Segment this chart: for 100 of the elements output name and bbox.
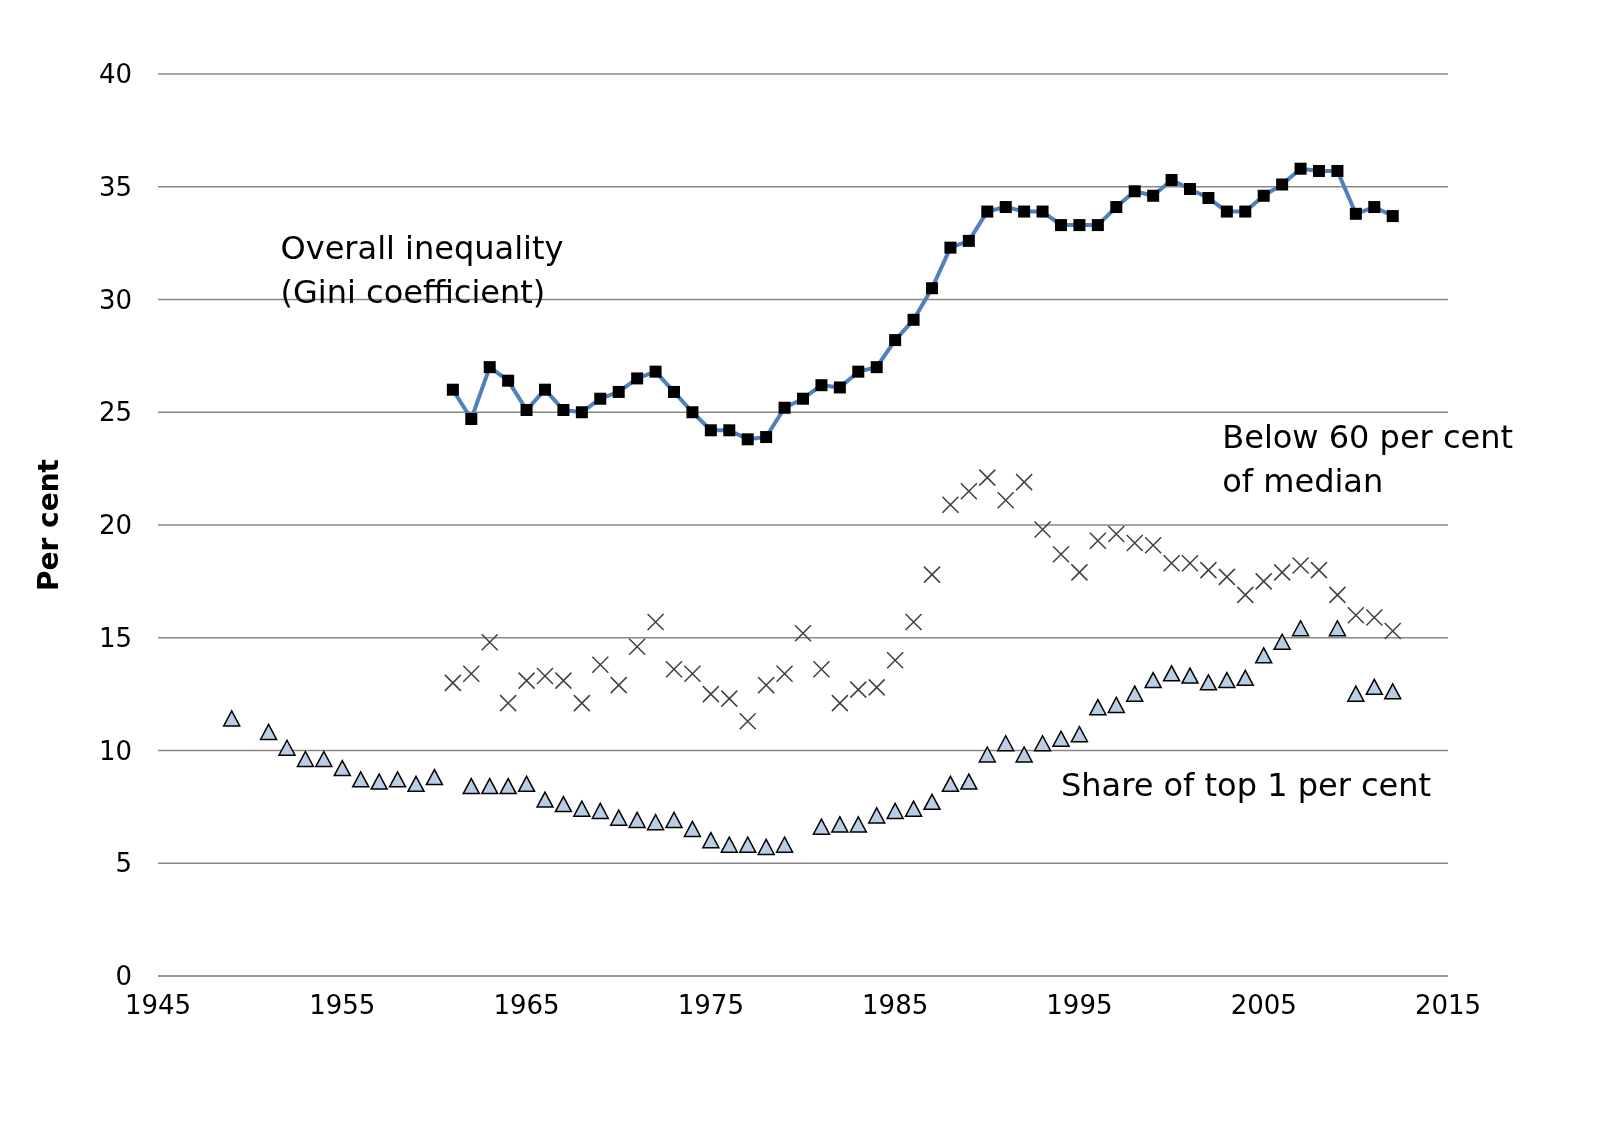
point <box>1273 563 1291 582</box>
point <box>628 811 646 829</box>
point <box>978 468 997 487</box>
x-tick-label: 1985 <box>862 990 929 1021</box>
y-tick-label: 30 <box>98 284 132 315</box>
point <box>941 775 960 793</box>
point <box>1328 586 1347 604</box>
point <box>1033 734 1052 752</box>
point <box>904 800 923 817</box>
point <box>996 491 1015 509</box>
point <box>1089 532 1107 550</box>
point <box>886 651 904 670</box>
y-tick-label: 15 <box>98 622 132 653</box>
point <box>278 739 296 756</box>
point <box>646 613 665 631</box>
point <box>517 775 536 793</box>
point <box>812 818 831 835</box>
point <box>609 809 628 826</box>
text: Overall inequality (Gini coefficient) <box>280 228 564 311</box>
point <box>1015 746 1033 763</box>
point <box>867 807 886 824</box>
point <box>609 676 628 694</box>
point <box>904 613 923 631</box>
point <box>591 656 610 674</box>
point <box>480 777 499 795</box>
point <box>1070 563 1089 582</box>
point <box>573 800 591 817</box>
x-tick-label: 1955 <box>309 990 376 1021</box>
point <box>222 710 241 727</box>
y-tick-label: 25 <box>98 397 132 428</box>
y-tick-label: 10 <box>98 735 132 766</box>
point <box>628 638 646 656</box>
point <box>757 838 775 856</box>
point <box>1383 683 1402 700</box>
point <box>1218 671 1236 689</box>
point <box>1273 633 1291 651</box>
point <box>480 633 499 652</box>
x-tick-label: 1975 <box>677 990 744 1021</box>
y-tick-label: 0 <box>115 961 132 992</box>
point <box>554 671 573 690</box>
point <box>1052 730 1070 747</box>
point <box>831 816 849 833</box>
point <box>738 836 757 853</box>
x-tick-label: 2015 <box>1414 990 1482 1021</box>
point <box>1052 545 1070 564</box>
point <box>333 759 352 777</box>
point <box>351 771 370 788</box>
point <box>996 734 1015 752</box>
point <box>462 777 481 795</box>
point <box>849 816 868 833</box>
point <box>1383 622 1402 640</box>
point <box>1199 674 1218 691</box>
x-tick-label: 1965 <box>493 990 560 1021</box>
point <box>1254 572 1273 591</box>
point <box>517 671 536 690</box>
series-label: Below 60 per cent of median <box>1222 418 1514 501</box>
series-label: Share of top 1 per cent <box>1061 765 1432 804</box>
point <box>683 665 702 683</box>
point <box>941 495 960 514</box>
point <box>259 723 278 741</box>
point <box>1291 619 1310 637</box>
point <box>923 565 941 584</box>
point <box>1033 520 1052 539</box>
point <box>536 791 554 808</box>
point <box>831 694 849 712</box>
point <box>960 773 978 790</box>
point <box>1236 669 1255 687</box>
point <box>1365 678 1384 696</box>
point <box>775 665 794 683</box>
x-tick-label: 1945 <box>124 990 192 1021</box>
point <box>499 777 517 795</box>
point <box>296 750 315 768</box>
point <box>1144 671 1162 689</box>
point <box>1199 561 1218 579</box>
point <box>388 771 407 788</box>
point <box>1218 568 1236 586</box>
point <box>425 768 444 786</box>
point <box>812 660 831 679</box>
point <box>1162 665 1181 682</box>
y-tick-label: 35 <box>98 171 132 202</box>
point <box>1015 473 1033 491</box>
point <box>738 712 757 730</box>
point <box>1254 647 1273 664</box>
point <box>978 746 997 763</box>
point <box>407 775 425 793</box>
point <box>886 802 904 820</box>
point <box>444 674 462 692</box>
point <box>683 820 702 838</box>
point <box>702 831 720 849</box>
point <box>573 694 591 712</box>
point <box>702 685 720 703</box>
point <box>794 624 812 642</box>
y-axis-title: Per cent <box>31 459 65 591</box>
y-tick-label: 40 <box>98 59 132 90</box>
y-tick-label: 20 <box>98 510 132 541</box>
point <box>646 813 665 831</box>
point <box>462 665 481 683</box>
point <box>923 793 941 811</box>
point <box>665 660 683 679</box>
x-tick-label: 1995 <box>1046 990 1113 1021</box>
